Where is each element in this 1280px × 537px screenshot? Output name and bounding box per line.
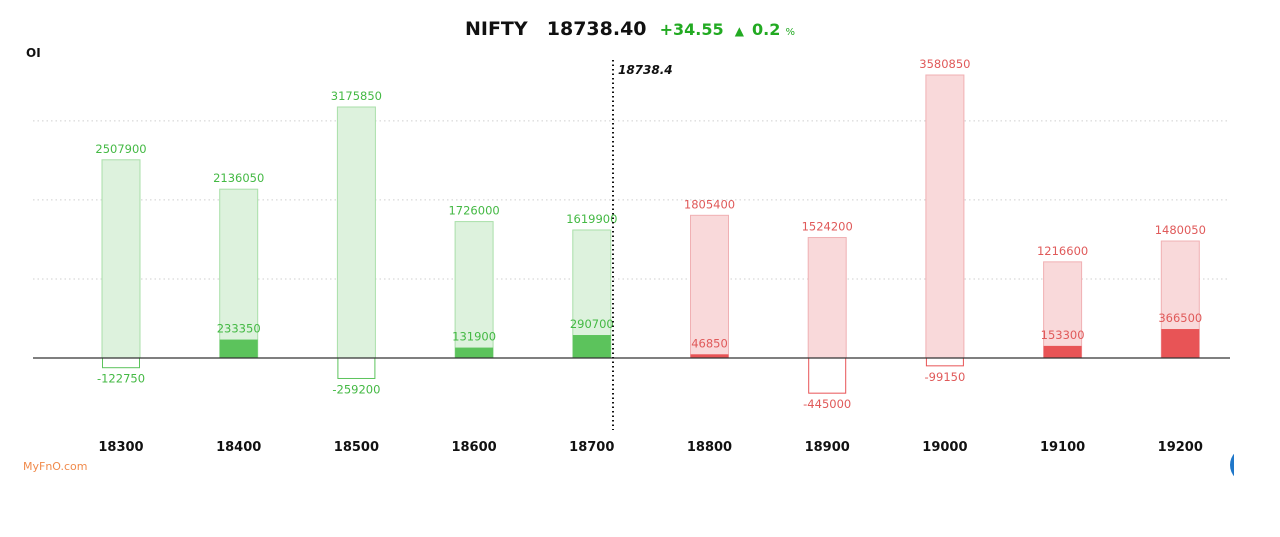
change-value-label: 290700 <box>570 317 614 331</box>
change-oi-bar <box>572 335 611 358</box>
x-tick-labels: 18300 18400 18500 18600 18700 18800 18900 19000… <box>98 440 1203 455</box>
change-oi-bar <box>455 347 494 358</box>
oi-bar <box>690 214 729 359</box>
change-value-label: 46850 <box>691 336 728 350</box>
x-tick-label: 18600 <box>451 440 496 455</box>
bars <box>33 74 1230 394</box>
watermark[interactable]: MyFnO.com <box>23 460 88 473</box>
change-value-label: 233350 <box>217 322 261 336</box>
price-change: +34.55 <box>659 20 724 39</box>
data-labels: 2507900 -122750 2136050 233350 3175850 -25920… <box>95 57 1206 411</box>
change-value-label: 366500 <box>1158 311 1202 325</box>
oi-bar <box>454 221 494 359</box>
change-oi-bar <box>1161 329 1200 358</box>
oi-value-label: 3175850 <box>331 89 382 103</box>
oi-value-label: 2507900 <box>95 142 146 156</box>
y-axis-label: OI <box>26 46 41 60</box>
x-tick-label: 18900 <box>805 440 850 455</box>
chart-header: NIFTY 18738.40 +34.55 ▲ 0.2 % <box>0 18 1260 40</box>
oi-value-label: 1619900 <box>566 212 617 226</box>
oi-bar <box>1043 261 1083 359</box>
change-oi-bar <box>808 357 847 394</box>
percent-change: 0.2 <box>752 20 781 39</box>
symbol-name: NIFTY <box>464 18 528 40</box>
x-tick-label: 19200 <box>1158 440 1203 455</box>
up-arrow-icon: ▲ <box>734 24 744 38</box>
x-tick-label: 19100 <box>1040 440 1085 455</box>
percent-sign: % <box>785 27 795 38</box>
oi-bar <box>925 74 965 359</box>
change-oi-bar <box>925 357 964 367</box>
change-value-label: 131900 <box>452 330 496 344</box>
oi-bar <box>101 159 141 359</box>
oi-value-label: 1524200 <box>802 220 853 234</box>
change-oi-bar <box>690 354 729 358</box>
oi-value-label: 1480050 <box>1155 223 1206 237</box>
change-value-label: -259200 <box>332 382 380 396</box>
x-tick-label: 18300 <box>98 440 143 455</box>
change-oi-bar <box>337 357 376 379</box>
oi-bar <box>807 237 847 359</box>
change-value-label: -445000 <box>803 397 851 411</box>
x-tick-label: 18800 <box>687 440 732 455</box>
spot-price: 18738.40 <box>546 18 647 40</box>
oi-value-label: 1216600 <box>1037 244 1088 258</box>
oi-value-label: 1805400 <box>684 197 735 211</box>
x-tick-label: 18400 <box>216 440 261 455</box>
change-value-label: -122750 <box>97 372 145 386</box>
spot-marker: 18738.4 <box>611 60 673 430</box>
change-value-label: -99150 <box>925 370 966 384</box>
change-value-label: 153300 <box>1041 328 1085 342</box>
x-tick-label: 18500 <box>334 440 379 455</box>
change-oi-bar <box>1043 345 1082 358</box>
x-tick-label: 19000 <box>922 440 967 455</box>
x-tick-label: 18700 <box>569 440 614 455</box>
oi-value-label: 3580850 <box>919 57 970 71</box>
oi-value-label: 2136050 <box>213 171 264 185</box>
change-oi-bar <box>102 357 140 369</box>
oi-bar <box>336 106 376 359</box>
spot-label: 18738.4 <box>618 63 673 77</box>
oi-bar <box>219 188 259 359</box>
oi-value-label: 1726000 <box>448 204 499 218</box>
change-oi-bar <box>219 339 258 358</box>
